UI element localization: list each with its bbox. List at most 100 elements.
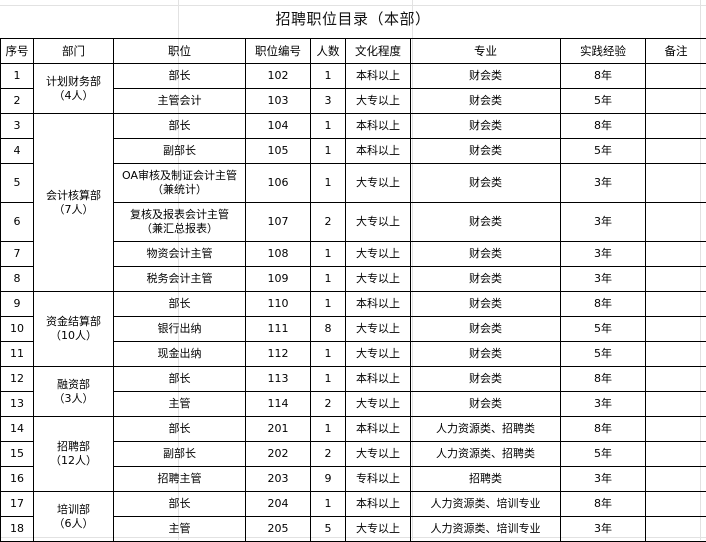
cell-experience: 8年 [561,417,646,442]
cell-remark [646,292,706,317]
cell-code: 106 [246,164,311,203]
cell-seq: 7 [1,242,34,267]
cell-experience: 3年 [561,267,646,292]
cell-seq: 10 [1,317,34,342]
cell-position: 部长 [114,417,246,442]
cell-count: 1 [311,342,346,367]
cell-major: 人力资源类、招聘类 [411,442,561,467]
cell-experience: 3年 [561,392,646,417]
cell-count: 2 [311,392,346,417]
cell-seq: 8 [1,267,34,292]
cell-position: 部长 [114,367,246,392]
cell-major: 财会类 [411,317,561,342]
cell-major: 财会类 [411,367,561,392]
cell-code: 112 [246,342,311,367]
cell-education: 大专以上 [346,242,411,267]
cell-seq: 4 [1,139,34,164]
cell-remark [646,417,706,442]
cell-education: 本科以上 [346,367,411,392]
cell-remark [646,392,706,417]
cell-code: 111 [246,317,311,342]
cell-seq: 14 [1,417,34,442]
cell-code: 109 [246,267,311,292]
cell-remark [646,242,706,267]
cell-experience: 5年 [561,342,646,367]
cell-code: 204 [246,492,311,517]
cell-major: 财会类 [411,392,561,417]
cell-experience: 8年 [561,367,646,392]
cell-position: 银行出纳 [114,317,246,342]
cell-position: 复核及报表会计主管（兼汇总报表） [114,203,246,242]
cell-experience: 5年 [561,89,646,114]
cell-remark [646,114,706,139]
cell-seq: 12 [1,367,34,392]
cell-major: 人力资源类、培训专业 [411,517,561,542]
cell-major: 财会类 [411,114,561,139]
cell-count: 1 [311,267,346,292]
cell-count: 1 [311,292,346,317]
page-title: 招聘职位目录（本部） [0,0,706,38]
cell-department: 资金结算部（10人） [34,292,114,367]
cell-count: 8 [311,317,346,342]
cell-major: 财会类 [411,342,561,367]
cell-experience: 8年 [561,114,646,139]
cell-count: 1 [311,64,346,89]
cell-position: 主管 [114,392,246,417]
column-header-education: 文化程度 [346,39,411,64]
cell-count: 1 [311,164,346,203]
cell-education: 大专以上 [346,392,411,417]
cell-code: 103 [246,89,311,114]
cell-major: 人力资源类、培训专业 [411,492,561,517]
column-header-department: 部门 [34,39,114,64]
cell-seq: 18 [1,517,34,542]
cell-code: 113 [246,367,311,392]
column-header-count: 人数 [311,39,346,64]
cell-count: 5 [311,517,346,542]
cell-department: 招聘部（12人） [34,417,114,492]
cell-education: 本科以上 [346,114,411,139]
cell-experience: 3年 [561,242,646,267]
column-header-major: 专业 [411,39,561,64]
cell-position: 部长 [114,114,246,139]
cell-code: 108 [246,242,311,267]
cell-position: 物资会计主管 [114,242,246,267]
cell-remark [646,317,706,342]
cell-remark [646,467,706,492]
cell-remark [646,267,706,292]
cell-education: 大专以上 [346,203,411,242]
cell-experience: 8年 [561,292,646,317]
cell-count: 1 [311,417,346,442]
cell-major: 财会类 [411,164,561,203]
cell-remark [646,367,706,392]
cell-seq: 11 [1,342,34,367]
cell-education: 本科以上 [346,292,411,317]
column-header-experience: 实践经验 [561,39,646,64]
cell-major: 人力资源类、招聘类 [411,417,561,442]
cell-code: 202 [246,442,311,467]
cell-seq: 17 [1,492,34,517]
cell-experience: 8年 [561,492,646,517]
cell-education: 大专以上 [346,517,411,542]
cell-education: 本科以上 [346,492,411,517]
cell-seq: 5 [1,164,34,203]
cell-remark [646,89,706,114]
cell-department: 会计核算部（7人） [34,114,114,292]
cell-remark [646,492,706,517]
cell-experience: 5年 [561,139,646,164]
cell-seq: 2 [1,89,34,114]
cell-major: 招聘类 [411,467,561,492]
cell-department: 融资部（3人） [34,367,114,417]
cell-position: 主管会计 [114,89,246,114]
cell-education: 大专以上 [346,442,411,467]
cell-code: 203 [246,467,311,492]
cell-major: 财会类 [411,267,561,292]
cell-position: 副部长 [114,139,246,164]
cell-seq: 15 [1,442,34,467]
cell-remark [646,517,706,542]
cell-count: 1 [311,367,346,392]
cell-code: 201 [246,417,311,442]
